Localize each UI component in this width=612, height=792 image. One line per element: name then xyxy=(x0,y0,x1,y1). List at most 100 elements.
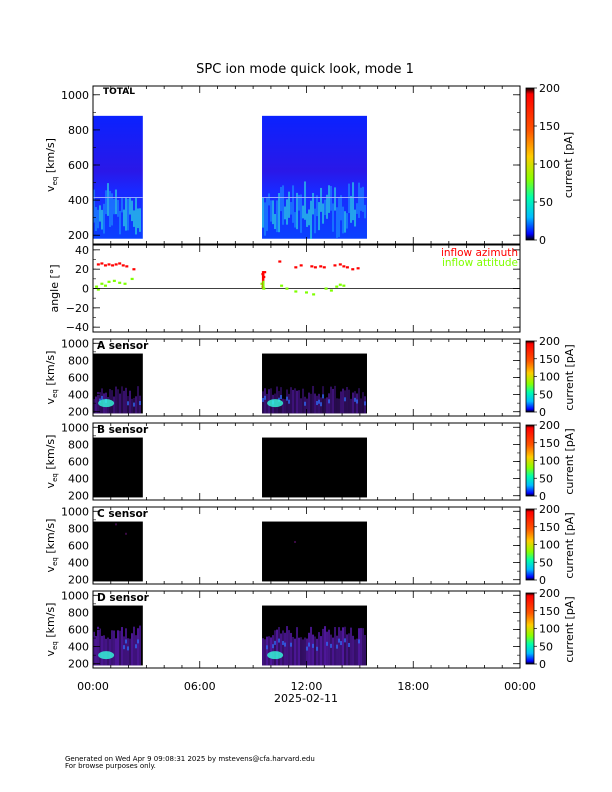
heatmap-cell xyxy=(350,398,353,414)
heatmap-cell xyxy=(111,630,113,666)
heatmap-cell xyxy=(310,393,313,414)
colorbar-tick-label: 200 xyxy=(539,335,560,348)
heatmap-cell xyxy=(356,399,359,404)
heatmap-cell xyxy=(278,193,281,233)
data-point xyxy=(294,290,298,293)
heatmap-cell xyxy=(354,639,357,666)
heatmap-cell xyxy=(276,200,279,233)
heatmap-cell xyxy=(117,630,119,666)
heatmap-cell xyxy=(270,200,273,222)
heatmap-cell xyxy=(278,638,281,643)
x-tick-label: 12:00 xyxy=(291,680,323,693)
heatmap-cell xyxy=(97,209,99,229)
heatmap-cell xyxy=(306,398,309,414)
heatmap-cell xyxy=(129,638,131,666)
data-point xyxy=(103,284,107,287)
heatmap-cell xyxy=(284,642,287,647)
y-tick-label: 400 xyxy=(68,557,89,570)
heatmap-cell xyxy=(115,189,117,215)
heatmap-cell xyxy=(131,633,133,666)
y-axis-label: veq [km/s] xyxy=(44,138,59,192)
heatmap-cell xyxy=(316,195,319,217)
heatmap-cell xyxy=(125,197,127,231)
heatmap-cell xyxy=(328,629,331,666)
heatmap-segment xyxy=(93,437,143,498)
colorbar-tick-label: 50 xyxy=(539,196,553,209)
y-tick-label: 600 xyxy=(68,159,89,172)
heatmap-cell xyxy=(326,631,329,666)
heatmap-cell xyxy=(346,634,349,666)
heatmap-panel-5: veq [km/s] 200 150 100 50 0 current [pA] C sens… xyxy=(44,503,576,587)
heatmap-cell xyxy=(270,637,273,666)
colorbar xyxy=(525,87,535,241)
heatmap-cell xyxy=(344,638,347,643)
heatmap-cell xyxy=(99,398,101,403)
y-tick-label: 600 xyxy=(68,624,89,637)
heatmap-cell xyxy=(330,386,333,414)
heatmap-cell xyxy=(302,388,305,414)
heatmap-cell xyxy=(306,213,309,227)
heatmap-cell xyxy=(288,191,291,218)
heatmap-cell xyxy=(137,208,139,229)
footer-generated: Generated on Wed Apr 9 09:08:31 2025 by … xyxy=(65,755,315,763)
heatmap-cell xyxy=(334,627,337,666)
heatmap-cell xyxy=(139,625,141,666)
heatmap-cell xyxy=(127,198,129,231)
y-tick-label: 800 xyxy=(68,438,89,451)
x-tick-label: 06:00 xyxy=(184,680,216,693)
colorbar-tick-label: 100 xyxy=(539,623,560,636)
y-tick-label: 800 xyxy=(68,124,89,137)
heatmap-cell xyxy=(318,202,321,231)
heatmap-cell xyxy=(284,399,287,414)
data-point xyxy=(310,265,314,268)
heatmap-cell xyxy=(340,391,343,414)
heatmap-cell xyxy=(336,398,339,414)
heatmap-cell xyxy=(290,387,293,414)
heatmap-cell xyxy=(266,197,269,231)
heatmap-cell xyxy=(113,198,115,215)
heatmap-cell xyxy=(356,638,359,666)
heatmap-cell xyxy=(135,197,137,235)
data-point xyxy=(319,265,323,268)
panel-label: D sensor xyxy=(97,592,150,604)
heatmap-cell xyxy=(286,626,289,666)
data-point xyxy=(322,266,326,269)
heatmap-cell xyxy=(336,644,339,649)
heatmap-cell xyxy=(119,210,121,235)
heatmap-cell xyxy=(266,636,269,666)
heatmap-cell xyxy=(125,532,127,535)
heatmap-cell xyxy=(272,635,275,666)
heatmap-cell xyxy=(326,397,329,414)
colorbar-tick-label: 50 xyxy=(539,640,553,653)
heatmap-cell xyxy=(320,636,323,666)
heatmap-cell xyxy=(264,388,267,414)
colorbar-tick-label: 50 xyxy=(539,472,553,485)
heatmap-cell xyxy=(123,645,125,650)
heatmap-cell xyxy=(123,209,125,227)
heatmap-cell xyxy=(328,185,331,213)
data-point xyxy=(305,291,308,294)
colorbar xyxy=(525,592,535,665)
heatmap-cell xyxy=(340,630,343,666)
heatmap-cell xyxy=(314,208,317,234)
heatmap-core xyxy=(267,399,284,408)
data-point xyxy=(132,268,136,271)
data-point xyxy=(294,266,298,269)
heatmap-cell xyxy=(306,638,309,666)
heatmap-cell xyxy=(278,627,281,666)
heatmap-cell xyxy=(266,393,269,414)
y-tick-label: 400 xyxy=(68,641,89,654)
y-tick-label: 200 xyxy=(68,658,89,671)
y-tick-label: 800 xyxy=(68,354,89,367)
heatmap-cell xyxy=(294,212,297,228)
heatmap-cell xyxy=(268,636,271,666)
heatmap-cell xyxy=(356,203,359,214)
heatmap-cell xyxy=(346,213,349,229)
heatmap-cell xyxy=(288,399,291,404)
y-tick-label: 800 xyxy=(68,522,89,535)
heatmap-cell xyxy=(137,639,139,644)
colorbar-tick-label: 100 xyxy=(539,539,560,552)
heatmap-cell xyxy=(316,646,319,651)
heatmap-cell xyxy=(137,628,139,666)
